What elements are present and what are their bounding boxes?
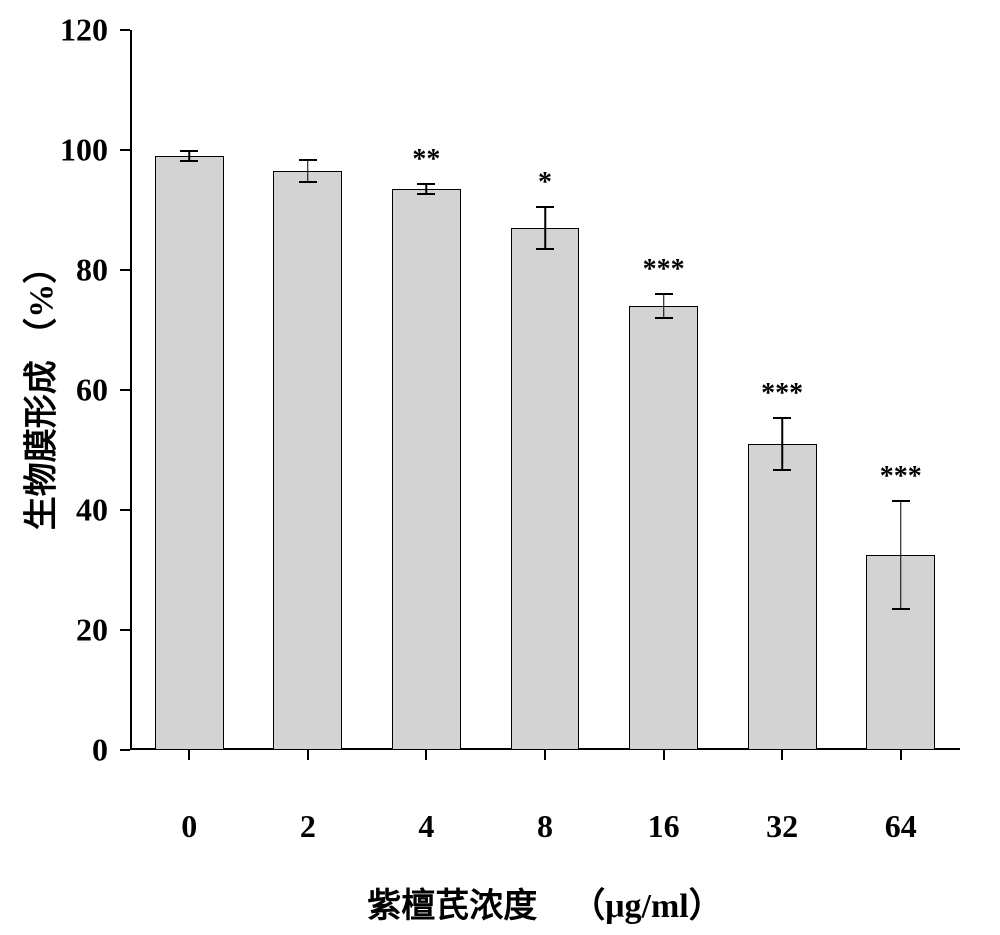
error-bar-cap bbox=[655, 293, 673, 295]
error-bar-cap bbox=[892, 500, 910, 502]
bar bbox=[511, 228, 580, 750]
x-tick-label: 0 bbox=[181, 808, 197, 845]
significance-marker: * bbox=[538, 167, 552, 199]
x-tick-mark bbox=[663, 750, 665, 760]
y-axis-label: 生物膜形成 （%） bbox=[14, 250, 63, 531]
bar bbox=[273, 171, 342, 750]
significance-marker: *** bbox=[880, 461, 922, 493]
bar bbox=[748, 444, 817, 750]
error-bar-line bbox=[663, 294, 665, 318]
error-bar-cap bbox=[536, 206, 554, 208]
error-bar-cap bbox=[299, 159, 317, 161]
significance-marker: *** bbox=[761, 378, 803, 410]
y-tick-label: 100 bbox=[60, 132, 108, 169]
error-bar-cap bbox=[536, 248, 554, 250]
error-bar-line bbox=[544, 207, 546, 249]
error-bar-line bbox=[307, 160, 309, 182]
x-axis-label-unit: （μg/ml） bbox=[571, 888, 723, 925]
error-bar-cap bbox=[180, 150, 198, 152]
error-bar-cap bbox=[655, 317, 673, 319]
x-tick-label: 4 bbox=[418, 808, 434, 845]
error-bar-cap bbox=[417, 193, 435, 195]
y-tick-mark bbox=[120, 749, 130, 751]
y-tick-label: 120 bbox=[60, 12, 108, 49]
y-tick-mark bbox=[120, 389, 130, 391]
x-tick-mark bbox=[307, 750, 309, 760]
y-tick-mark bbox=[120, 629, 130, 631]
error-bar-cap bbox=[417, 183, 435, 185]
error-bar-cap bbox=[180, 160, 198, 162]
significance-marker: ** bbox=[412, 144, 440, 176]
y-tick-mark bbox=[120, 29, 130, 31]
y-tick-label: 60 bbox=[76, 372, 108, 409]
error-bar-line bbox=[900, 501, 902, 609]
x-axis-label: 紫檀芪浓度 （μg/ml） bbox=[367, 878, 723, 927]
error-bar-cap bbox=[773, 417, 791, 419]
y-tick-label: 0 bbox=[92, 732, 108, 769]
x-tick-mark bbox=[900, 750, 902, 760]
error-bar-line bbox=[781, 418, 783, 470]
y-tick-mark bbox=[120, 149, 130, 151]
x-tick-label: 16 bbox=[648, 808, 680, 845]
x-tick-mark bbox=[425, 750, 427, 760]
chart-container: 生物膜形成 （%） 紫檀芪浓度 （μg/ml） 0 20 40 60 80 100 120 0… bbox=[0, 0, 1000, 935]
error-bar-cap bbox=[299, 181, 317, 183]
x-tick-mark bbox=[544, 750, 546, 760]
bar bbox=[155, 156, 224, 750]
x-tick-mark bbox=[781, 750, 783, 760]
y-tick-label: 80 bbox=[76, 252, 108, 289]
bar bbox=[392, 189, 461, 750]
error-bar-cap bbox=[892, 608, 910, 610]
y-axis-label-unit: （%） bbox=[24, 250, 61, 352]
y-tick-mark bbox=[120, 269, 130, 271]
y-tick-mark bbox=[120, 509, 130, 511]
x-tick-label: 2 bbox=[300, 808, 316, 845]
bar bbox=[629, 306, 698, 750]
y-tick-label: 20 bbox=[76, 612, 108, 649]
error-bar-cap bbox=[773, 469, 791, 471]
y-tick-label: 40 bbox=[76, 492, 108, 529]
x-tick-label: 64 bbox=[885, 808, 917, 845]
y-axis-label-text: 生物膜形成 bbox=[24, 360, 61, 530]
x-tick-mark bbox=[188, 750, 190, 760]
x-tick-label: 8 bbox=[537, 808, 553, 845]
significance-marker: *** bbox=[643, 254, 685, 286]
x-tick-label: 32 bbox=[766, 808, 798, 845]
x-axis-label-text: 紫檀芪浓度 bbox=[367, 888, 537, 925]
